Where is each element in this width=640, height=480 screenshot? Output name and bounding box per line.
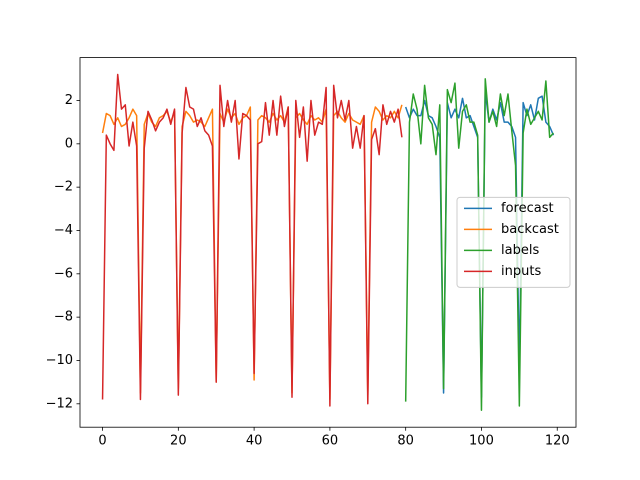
legend-label: forecast (501, 201, 554, 216)
legend-label: backcast (501, 222, 559, 237)
x-tick-label: 40 (246, 434, 263, 449)
y-tick-label: −4 (54, 223, 73, 238)
y-tick-label: −10 (46, 353, 73, 368)
y-tick-label: −12 (46, 396, 73, 411)
legend-label: inputs (501, 264, 541, 279)
y-tick-label: −8 (54, 310, 73, 325)
x-tick-label: 60 (322, 434, 339, 449)
plot-frame (79, 57, 577, 428)
line-series (101, 73, 403, 407)
y-tick-label: −2 (54, 180, 73, 195)
y-tick-label: 0 (65, 136, 73, 151)
x-tick-label: 0 (98, 434, 106, 449)
legend-label: labels (501, 243, 539, 258)
legend: forecast backcast labels inputs (456, 196, 571, 288)
y-tick-label: 2 (65, 93, 73, 108)
x-tick-label: 100 (469, 434, 494, 449)
x-tick-label: 20 (170, 434, 187, 449)
x-tick-label: 80 (397, 434, 414, 449)
y-tick-label: −6 (54, 266, 73, 281)
legend-box (456, 196, 571, 288)
x-tick-label: 120 (545, 434, 570, 449)
